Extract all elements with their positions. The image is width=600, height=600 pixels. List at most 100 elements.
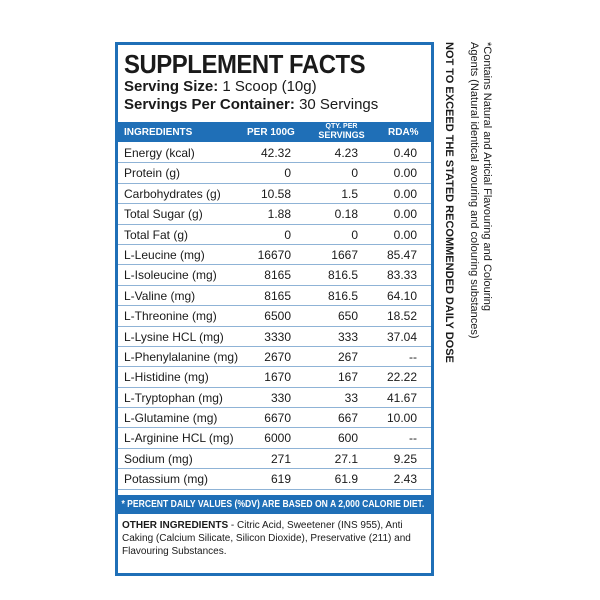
per100-value: 2670 [264,349,291,364]
col-per100: PER 100G [247,127,295,138]
rda-value: 0.00 [393,186,417,201]
nutrient-name: L-Leucine (mg) [124,247,205,262]
qty-value: 4.23 [334,146,358,160]
qty-value: 816.5 [327,268,358,283]
rda-value: 0.00 [393,166,417,181]
rda-value: 2.43 [393,472,417,487]
table-row: L-Threonine (mg) 6500 650 18.52 [118,306,431,327]
rda-value: 0.00 [393,227,417,242]
per100-value: 1670 [264,370,291,385]
nutrient-name: Total Fat (g) [124,227,189,242]
rda-value: 0.40 [393,146,417,160]
table-row: Carbohydrates (g) 10.58 1.5 0.00 [118,184,431,205]
nutrient-name: L-Valine (mg) [124,288,196,303]
per100-value: 6670 [264,411,291,426]
qty-value: 167 [337,370,358,385]
rda-value: 83.33 [386,268,417,283]
rda-value: -- [409,431,417,446]
col-qty-line1: QTY. PER [325,123,358,130]
supplement-facts-panel: SUPPLEMENT FACTS Serving Size: 1 Scoop (… [115,42,434,576]
per100-value: 16670 [257,247,291,262]
qty-value: 1667 [331,247,358,262]
per100-value: 271 [270,451,291,466]
nutrient-name: Total Sugar (g) [124,207,203,222]
column-header: INGREDIENTS PER 100G QTY. PER SERVINGS R… [118,122,431,142]
side-note-text: *Contains Natural and Articial Flavourin… [468,42,493,339]
table-row: Energy (kcal) 42.32 4.23 0.40 [118,143,431,164]
nutrient-name: Carbohydrates (g) [124,186,221,201]
qty-value: 33 [344,390,358,405]
other-ingredients-label: OTHER INGREDIENTS [122,520,229,531]
per100-value: 10.58 [260,186,291,201]
nutrient-name: Sodium (mg) [124,451,193,466]
nutrient-name: L-Glutamine (mg) [124,411,218,426]
nutrient-name: L-Isoleucine (mg) [124,268,217,283]
qty-value: 650 [337,309,358,324]
nutrient-name: L-Tryptophan (mg) [124,390,223,405]
qty-value: 816.5 [327,288,358,303]
col-rda: RDA% [388,127,419,138]
nutrient-name: L-Phenylalanine (mg) [124,349,239,364]
per100-value: 6000 [264,431,291,446]
servings-label: Servings Per Container: [124,96,295,113]
qty-value: 1.5 [341,186,358,201]
nutrient-name: L-Histidine (mg) [124,370,209,385]
rda-value: 10.00 [386,411,417,426]
table-row: Protein (g) 0 0 0.00 [118,163,431,184]
per100-value: 8165 [264,288,291,303]
nutrient-name: Energy (kcal) [124,146,195,160]
table-row: Total Sugar (g) 1.88 0.18 0.00 [118,204,431,225]
servings-value: 30 Servings [299,96,379,113]
qty-value: 267 [337,349,358,364]
qty-value: 0 [351,166,358,181]
qty-value: 600 [337,431,358,446]
rda-value: 0.00 [393,207,417,222]
side-warning: NOT TO EXCEED THE STATED RECOMMENDED DAI… [441,42,455,372]
side-note: *Contains Natural and Articial Flavourin… [463,42,493,342]
rda-value: 22.22 [386,370,417,385]
table-row: L-Leucine (mg) 16670 1667 85.47 [118,245,431,266]
table-row: L-Glutamine (mg) 6670 667 10.00 [118,408,431,429]
nutrient-name: Potassium (mg) [124,472,209,487]
per100-value: 619 [270,472,291,487]
daily-value-text: * PERCENT DAILY VALUES (%DV) ARE BASED O… [121,499,425,510]
panel-header: SUPPLEMENT FACTS Serving Size: 1 Scoop (… [118,45,431,114]
table-row: L-Lysine HCL (mg) 3330 333 37.04 [118,327,431,347]
per100-value: 8165 [264,268,291,283]
panel-title: SUPPLEMENT FACTS [124,49,366,79]
per100-value: 1.88 [267,207,291,222]
table-row: L-Valine (mg) 8165 816.5 64.10 [118,286,431,307]
other-ingredients: OTHER INGREDIENTS - Citric Acid, Sweeten… [122,519,430,558]
per100-value: 6500 [264,309,291,324]
col-qty: QTY. PER SERVINGS [314,123,369,141]
per100-value: 3330 [264,329,291,344]
serving-size-value: 1 Scoop (10g) [222,78,317,95]
rda-value: 64.10 [386,288,417,303]
rda-value: 18.52 [386,309,417,324]
table-row: L-Arginine HCL (mg) 6000 600 -- [118,428,431,449]
side-warning-text: NOT TO EXCEED THE STATED RECOMMENDED DAI… [443,42,455,363]
table-row: L-Tryptophan (mg) 330 33 41.67 [118,388,431,409]
qty-value: 61.9 [334,472,358,487]
nutrient-name: L-Threonine (mg) [124,309,217,324]
table-row: Sodium (mg) 271 27.1 9.25 [118,449,431,470]
table-row: L-Phenylalanine (mg) 2670 267 -- [118,347,431,368]
col-qty-line2: SERVINGS [318,130,365,140]
rda-value: 41.67 [386,390,417,405]
table-row: L-Isoleucine (mg) 8165 816.5 83.33 [118,265,431,286]
table-row: Potassium (mg) 619 61.9 2.43 [118,469,431,490]
serving-size: Serving Size: 1 Scoop (10g) [124,78,425,96]
qty-value: 0 [351,227,358,242]
nutrient-table: Energy (kcal) 42.32 4.23 0.40 Protein (g) 0 0 0… [118,143,431,511]
rda-value: 37.04 [386,329,417,344]
qty-value: 333 [337,329,358,344]
table-row: Total Fat (g) 0 0 0.00 [118,225,431,245]
qty-value: 0.18 [334,207,358,222]
nutrient-name: L-Arginine HCL (mg) [124,431,234,446]
rda-value: 85.47 [386,247,417,262]
qty-value: 667 [337,411,358,426]
daily-value-note: * PERCENT DAILY VALUES (%DV) ARE BASED O… [118,495,431,514]
nutrient-name: Protein (g) [124,166,181,181]
per100-value: 0 [284,166,291,181]
serving-size-label: Serving Size: [124,78,219,95]
